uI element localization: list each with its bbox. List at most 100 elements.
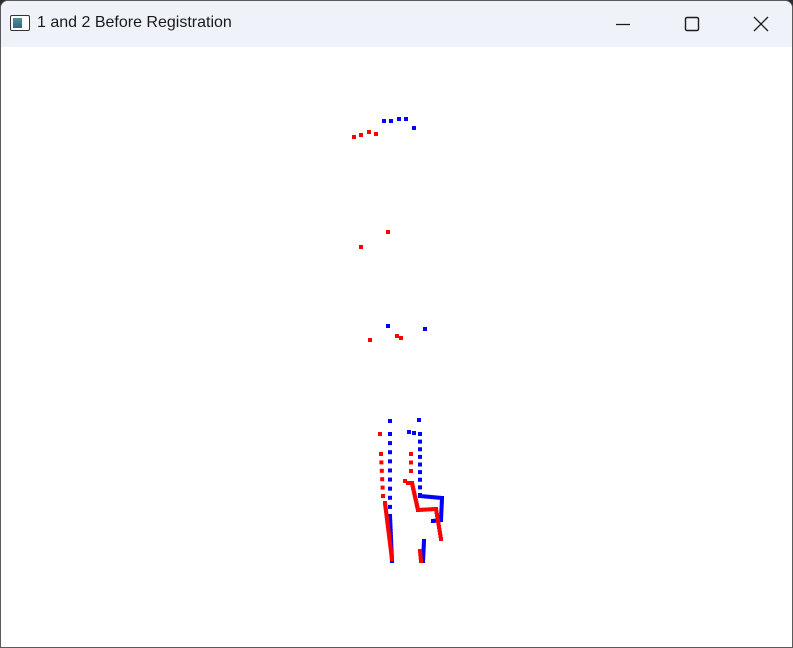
- scan-2-point: [413, 495, 418, 500]
- scan-2-point: [437, 528, 442, 532]
- scan-2-point: [436, 522, 441, 526]
- scan-1-point: [433, 495, 438, 500]
- scan-1-point: [431, 519, 435, 523]
- scan-2-point: [383, 503, 388, 508]
- scan-2-point: [439, 537, 443, 541]
- scan-2-point: [388, 546, 393, 551]
- scan-2-point: [412, 493, 417, 498]
- scan-1-point: [388, 504, 392, 509]
- scan-1-point: [436, 495, 441, 500]
- scan-2-point: [418, 552, 423, 557]
- maximize-button[interactable]: [657, 1, 727, 47]
- scan-2-point: [368, 338, 372, 342]
- title-bar[interactable]: 1 and 2 Before Registration: [1, 1, 792, 47]
- scan-2-point: [359, 245, 363, 249]
- scan-1-point: [421, 550, 426, 555]
- scan-2-point: [425, 507, 429, 512]
- scan-2-point: [419, 559, 423, 563]
- scan-1-point: [397, 117, 401, 121]
- scan-2-point: [385, 523, 390, 528]
- scan-2-point: [384, 513, 389, 518]
- scan-1-point: [439, 502, 444, 507]
- scan-1-point: [388, 517, 393, 521]
- scan-2-point: [383, 508, 388, 513]
- scan-1-point: [418, 485, 422, 490]
- scan-2-point: [380, 485, 385, 490]
- scan-2-point: [383, 501, 387, 505]
- point-cloud-canvas[interactable]: [1, 47, 792, 647]
- scan-1-point: [430, 495, 435, 500]
- scan-2-point: [409, 460, 413, 465]
- scan-2-point: [390, 557, 394, 561]
- scan-2-point: [380, 477, 385, 482]
- scan-1-point: [388, 419, 392, 423]
- scan-1-point: [382, 119, 386, 123]
- scan-1-point: [412, 431, 416, 435]
- minimize-icon: [616, 23, 630, 26]
- scan-1-point: [388, 529, 393, 533]
- scan-2-point: [384, 516, 389, 521]
- scan-2-point: [387, 539, 392, 544]
- scan-2-point: [409, 469, 413, 473]
- scan-2-point: [411, 488, 416, 493]
- scan-2-point: [389, 549, 394, 554]
- scan-1-point: [417, 418, 421, 422]
- close-button[interactable]: [726, 1, 792, 47]
- scan-1-point: [421, 544, 426, 549]
- scan-2-point: [412, 490, 417, 495]
- scan-2-point: [436, 519, 440, 523]
- scan-2-point: [413, 498, 418, 503]
- scan-1-point: [386, 324, 390, 328]
- scan-2-point: [379, 460, 384, 465]
- scan-2-point: [410, 481, 414, 485]
- scan-2-point: [386, 230, 390, 234]
- scan-1-point: [421, 556, 426, 561]
- scan-2-point: [386, 526, 391, 531]
- scan-2-point: [389, 551, 394, 556]
- minimize-button[interactable]: [588, 1, 658, 47]
- scan-2-point: [435, 513, 439, 517]
- scan-2-point: [395, 334, 399, 338]
- scan-1-point: [418, 432, 422, 436]
- scan-1-point: [433, 518, 438, 523]
- scan-2-point: [386, 529, 391, 533]
- scan-2-point: [418, 555, 423, 560]
- scan-1-point: [412, 126, 416, 130]
- scan-2-point: [374, 132, 378, 136]
- scan-2-point: [434, 510, 439, 514]
- scan-1-point: [439, 505, 444, 510]
- scan-1-point: [418, 477, 422, 482]
- scan-1-point: [388, 514, 392, 518]
- scan-1-point: [424, 494, 429, 499]
- scan-2-point: [428, 507, 432, 512]
- scan-2-point: [386, 531, 391, 536]
- scan-2-point: [403, 479, 407, 483]
- scan-1-point: [388, 450, 392, 455]
- scan-2-point: [406, 481, 410, 485]
- scan-1-point: [388, 441, 392, 446]
- scan-1-point: [421, 494, 426, 499]
- scan-2-point: [419, 507, 423, 512]
- scan-1-point: [388, 523, 393, 527]
- scan-1-point: [407, 430, 411, 434]
- scan-1-point: [439, 508, 444, 513]
- scan-1-point: [421, 547, 426, 552]
- scan-2-point: [385, 518, 390, 523]
- scan-1-point: [388, 526, 393, 530]
- scan-1-point: [388, 468, 392, 473]
- scan-2-point: [414, 503, 419, 508]
- scan-2-point: [385, 521, 390, 526]
- scan-2-point: [378, 432, 382, 436]
- scan-1-point: [423, 327, 427, 331]
- scan-2-point: [387, 534, 392, 539]
- scan-2-point: [352, 135, 356, 139]
- scan-2-point: [389, 554, 394, 559]
- scan-1-point: [427, 494, 432, 499]
- window-title: 1 and 2 Before Registration: [37, 14, 232, 31]
- scan-2-point: [438, 531, 442, 535]
- scan-1-point: [388, 432, 392, 436]
- scan-2-point: [367, 130, 371, 134]
- scan-1-point: [439, 511, 444, 516]
- scan-2-point: [435, 516, 440, 520]
